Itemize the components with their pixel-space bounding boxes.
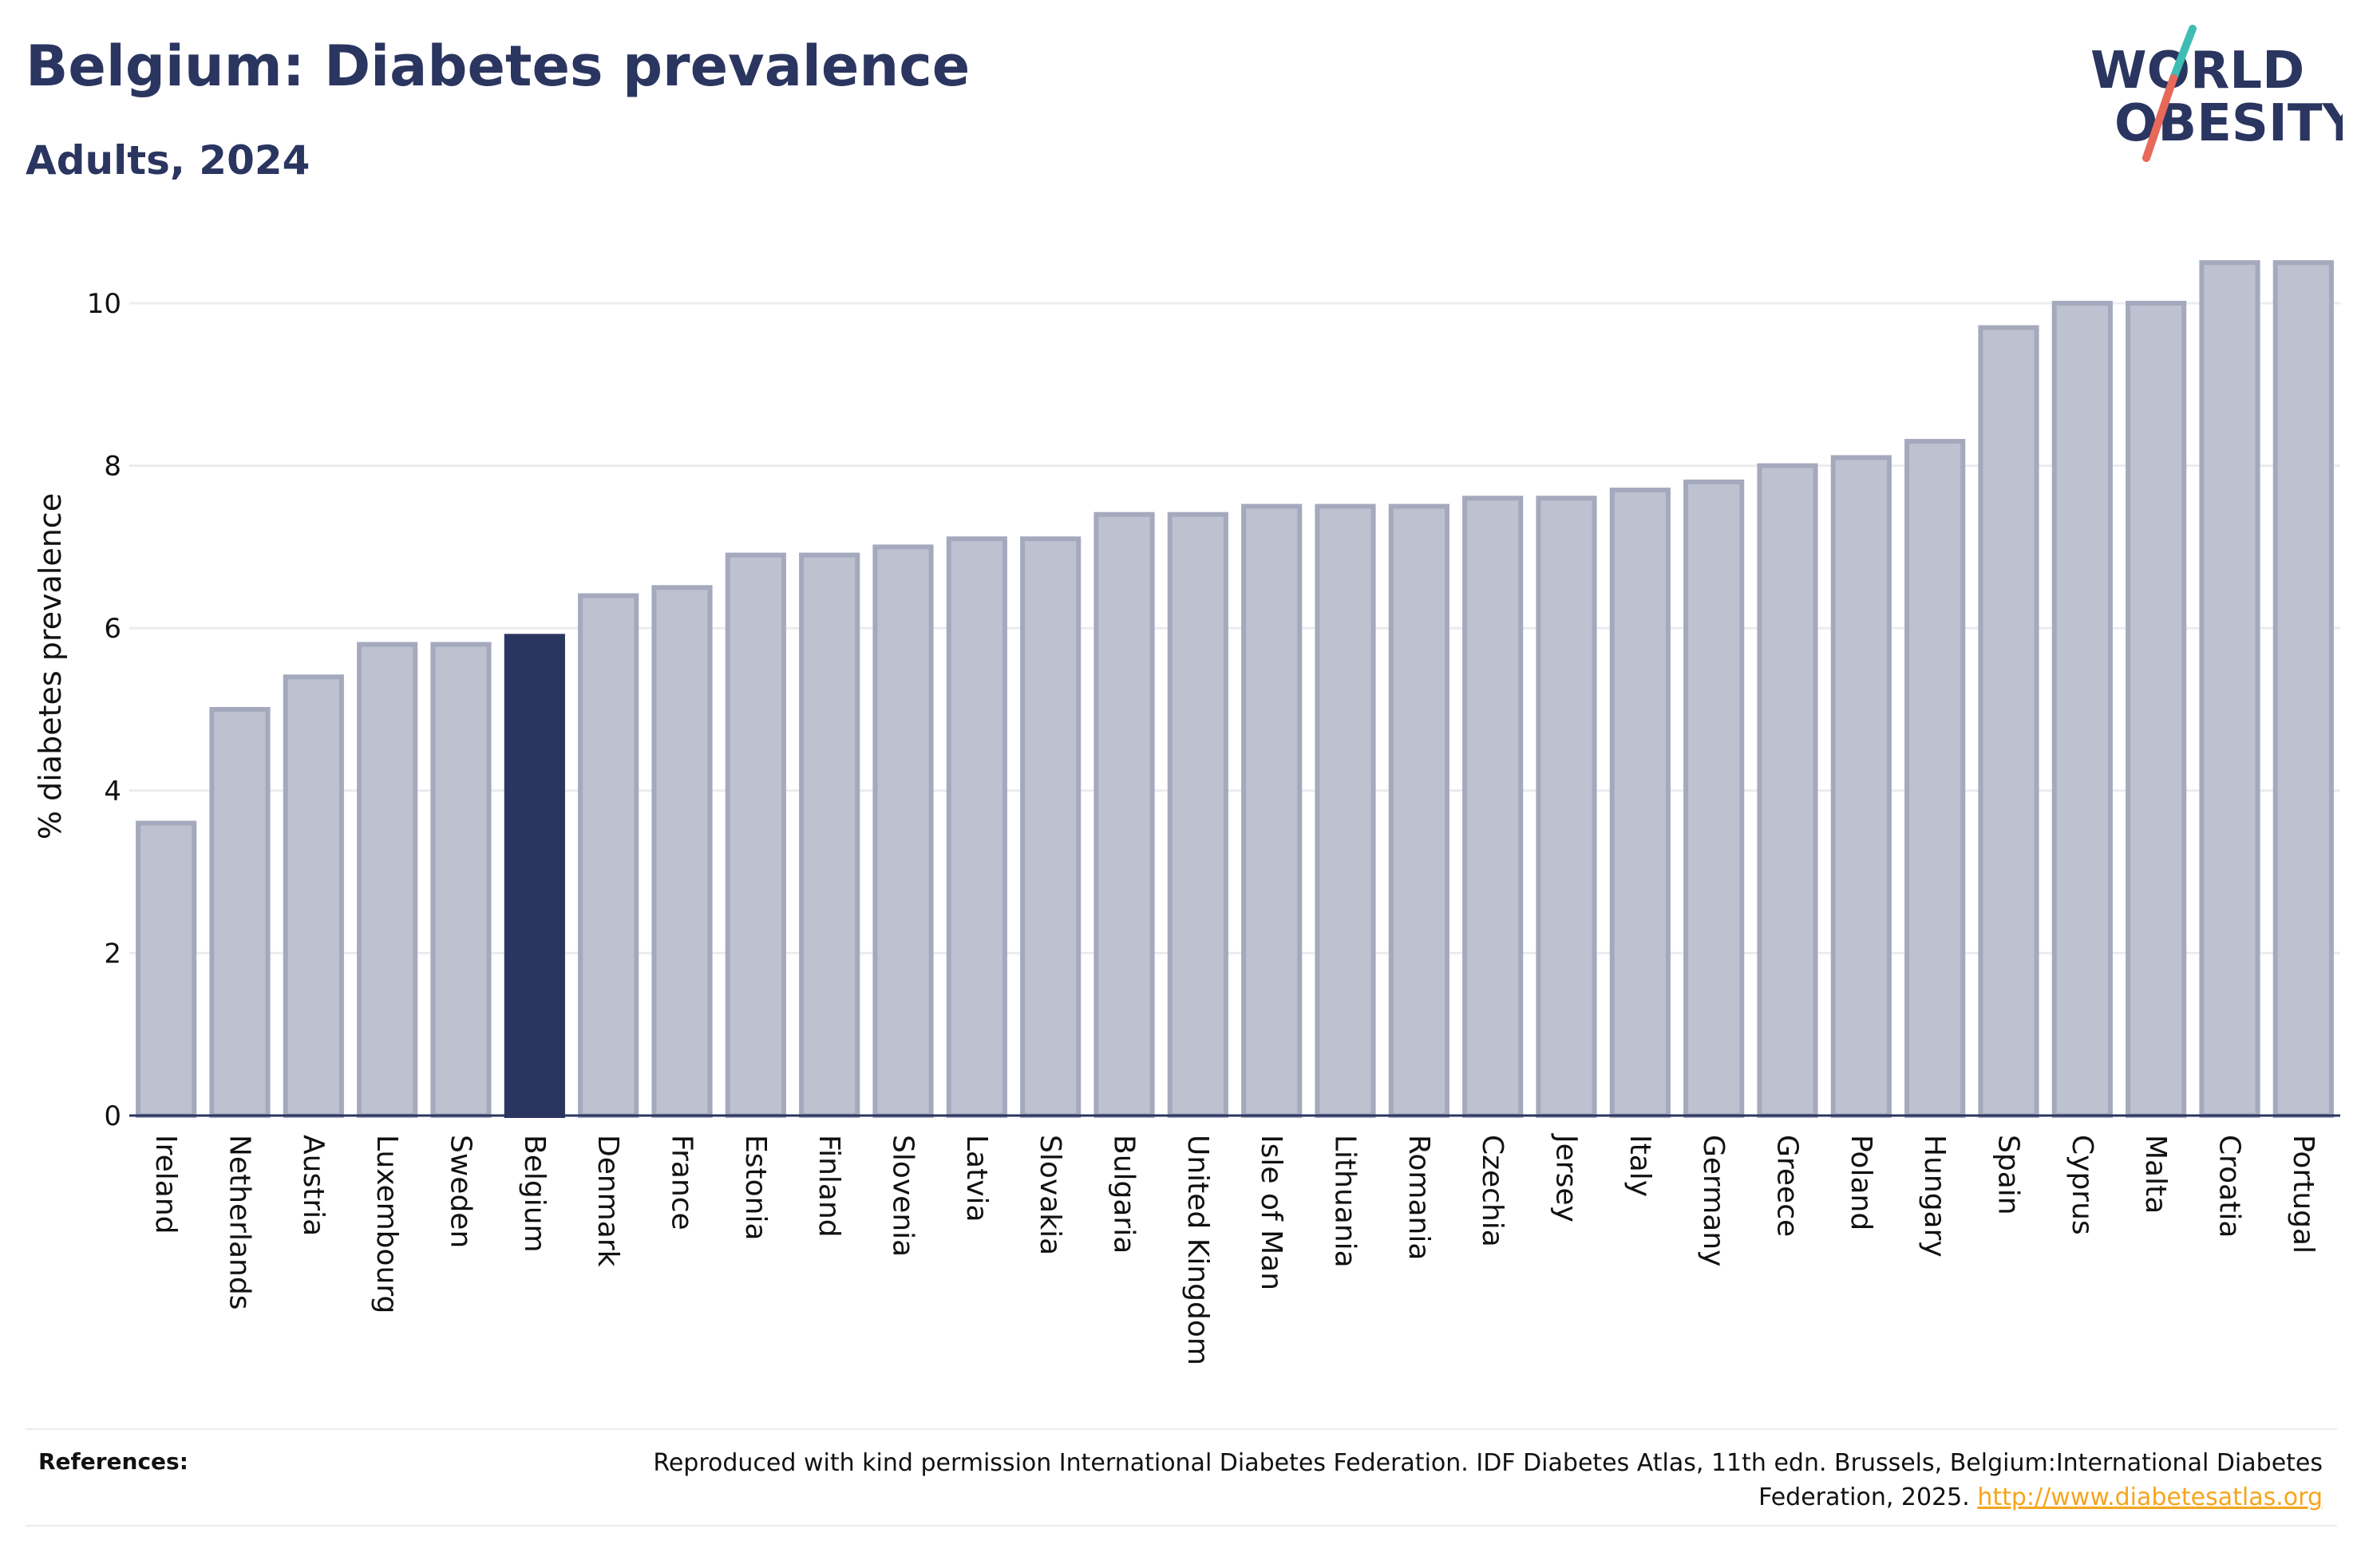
bar-bulgaria: [1093, 511, 1155, 1118]
x-tick-label: Ireland: [149, 1135, 182, 1234]
y-tick-label: 6: [104, 613, 121, 645]
x-tick-label: Hungary: [1918, 1135, 1951, 1258]
world-obesity-logo: WORLD OBESITY: [2090, 25, 2343, 162]
x-tick-label: Austria: [297, 1135, 330, 1236]
bar-italy: [1609, 488, 1671, 1118]
bar-slovakia: [1020, 536, 1082, 1118]
x-tick-label: Cyprus: [2066, 1135, 2098, 1235]
y-tick-label: 4: [104, 776, 121, 808]
x-tick-label: Italy: [1623, 1135, 1656, 1197]
x-tick-label: Estonia: [739, 1135, 772, 1241]
bar-netherlands: [209, 707, 271, 1118]
logo-line-1: WORLD: [2090, 41, 2304, 101]
x-tick-label: Poland: [1845, 1135, 1877, 1230]
references-label: References:: [38, 1448, 188, 1475]
bar-belgium: [504, 634, 565, 1118]
bar-ireland: [136, 820, 197, 1119]
x-tick-label: Slovenia: [887, 1135, 919, 1257]
x-tick-label: Sweden: [445, 1135, 477, 1248]
page-subtitle: Adults, 2024: [26, 137, 310, 184]
y-tick-label: 2: [104, 938, 121, 970]
x-tick-label: Portugal: [2287, 1135, 2319, 1254]
bar-latvia: [946, 536, 1007, 1118]
bar-isle-of-man: [1241, 504, 1303, 1118]
bar-estonia: [725, 552, 786, 1118]
y-tick-label: 8: [104, 451, 121, 483]
x-tick-label: Croatia: [2213, 1135, 2246, 1238]
bar-malta: [2126, 301, 2187, 1118]
bar-hungary: [1904, 439, 1966, 1118]
bar-germany: [1683, 479, 1745, 1118]
x-tick-label: Finland: [813, 1135, 845, 1238]
bar-luxembourg: [357, 642, 418, 1118]
bar-croatia: [2199, 260, 2260, 1119]
bar-finland: [799, 552, 860, 1118]
bar-slovenia: [872, 544, 934, 1118]
x-tick-label: France: [666, 1135, 698, 1230]
x-tick-label: Greece: [1771, 1135, 1804, 1237]
bars: [136, 260, 2334, 1119]
bar-czechia: [1462, 496, 1524, 1118]
x-tick-label: Malta: [2139, 1135, 2172, 1214]
bar-jersey: [1536, 496, 1597, 1118]
logo-slash-coral: [2142, 74, 2177, 162]
x-axis-labels: Ireland Netherlands Austria Luxembourg Swede…: [149, 1133, 2319, 1365]
bar-austria: [283, 674, 344, 1118]
logo-slash-teal: [2169, 25, 2197, 82]
bar-lithuania: [1315, 504, 1376, 1118]
bar-chart: 0 2 4 6 8 10 Ireland Netherlands Austria Luxembo…: [33, 260, 2340, 1365]
bar-greece: [1757, 463, 1818, 1118]
bar-poland: [1830, 455, 1892, 1118]
bar-cyprus: [2051, 301, 2113, 1118]
references-divider-top: [26, 1428, 2337, 1430]
bar-denmark: [578, 593, 639, 1118]
references-text-block: Reproduced with kind permission Internat…: [567, 1446, 2323, 1515]
x-tick-label: Slovakia: [1034, 1135, 1066, 1255]
page-title: Belgium: Diabetes prevalence: [26, 34, 971, 99]
x-tick-label: Denmark: [591, 1135, 624, 1267]
y-tick-label: 0: [104, 1100, 121, 1132]
bar-romania: [1388, 504, 1449, 1118]
x-tick-label: Bulgaria: [1108, 1135, 1141, 1254]
x-tick-label: Netherlands: [223, 1135, 256, 1309]
y-axis-label: % diabetes prevalence: [33, 493, 68, 839]
x-tick-label: Luxembourg: [370, 1135, 403, 1313]
x-tick-label: Lithuania: [1329, 1135, 1362, 1268]
references-text: Reproduced with kind permission Internat…: [653, 1449, 2323, 1511]
y-tick-label: 10: [87, 288, 121, 320]
references-link[interactable]: http://www.diabetesatlas.org: [1977, 1483, 2323, 1511]
y-axis-ticks: 0 2 4 6 8 10: [87, 288, 121, 1132]
bar-sweden: [430, 642, 492, 1118]
bar-united-kingdom: [1167, 511, 1228, 1118]
x-tick-label: United Kingdom: [1181, 1135, 1214, 1365]
references-divider-bottom: [26, 1525, 2337, 1527]
x-tick-label: Latvia: [960, 1135, 993, 1222]
bar-france: [651, 585, 713, 1118]
bar-portugal: [2272, 260, 2334, 1119]
gridlines: [129, 302, 2340, 954]
x-tick-label: Jersey: [1550, 1133, 1583, 1222]
bar-spain: [1978, 325, 2039, 1119]
x-tick-label: Germany: [1697, 1135, 1730, 1266]
x-tick-label: Isle of Man: [1255, 1135, 1287, 1290]
x-tick-label: Romania: [1402, 1135, 1435, 1260]
x-tick-label: Spain: [1992, 1135, 2025, 1215]
x-tick-label: Czechia: [1476, 1135, 1509, 1247]
x-tick-label: Belgium: [518, 1135, 551, 1253]
